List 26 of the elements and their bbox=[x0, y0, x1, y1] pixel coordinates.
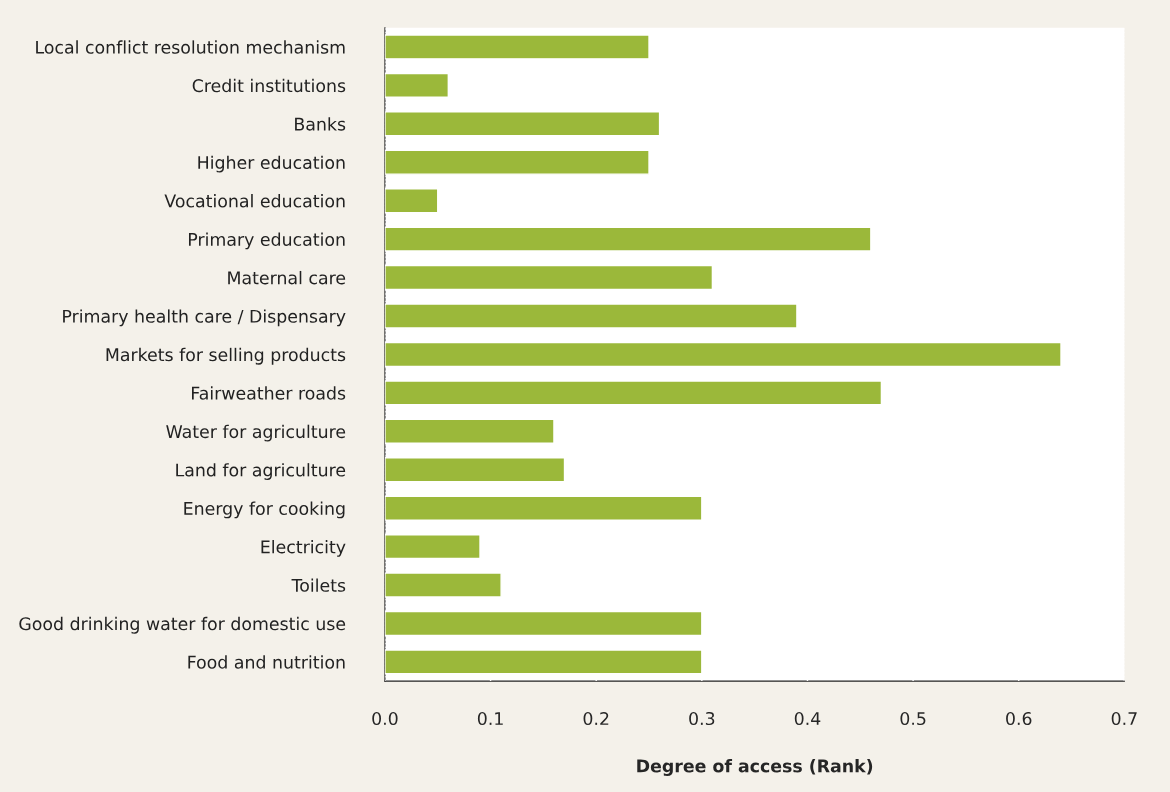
x-tick-label: 0.0 bbox=[372, 711, 398, 726]
x-tick-label: 0.4 bbox=[794, 711, 821, 726]
y-tick-label: Energy for cooking bbox=[184, 501, 345, 519]
y-tick-label: Vocational education bbox=[164, 194, 345, 208]
x-tick-label: 0.3 bbox=[689, 711, 715, 726]
y-tick-label: Land for agriculture bbox=[176, 463, 346, 480]
y-tick-label: Banks bbox=[295, 117, 346, 131]
x-axis-title: Degree of access (Rank) bbox=[637, 759, 873, 776]
y-tick-label: Primary education bbox=[188, 232, 345, 250]
y-tick-label: Food and nutrition bbox=[188, 655, 345, 669]
x-tick-label: 0.2 bbox=[583, 711, 609, 726]
x-tick-label: 0.5 bbox=[900, 711, 926, 726]
x-tick-label: 0.1 bbox=[477, 711, 503, 726]
y-tick-label: Fairweather roads bbox=[192, 386, 346, 400]
y-tick-label: Water for agriculture bbox=[166, 424, 346, 442]
y-tick-label: Primary health care / Dispensary bbox=[63, 309, 346, 327]
y-tick-label: Credit institutions bbox=[192, 78, 346, 93]
x-tick-label: 0.6 bbox=[1006, 711, 1032, 726]
y-tick-label: Maternal care bbox=[228, 270, 346, 285]
x-tick-label: 0.7 bbox=[1111, 711, 1137, 726]
y-tick-label: Markets for selling products bbox=[106, 347, 346, 365]
y-tick-label: Electricity bbox=[261, 540, 346, 557]
y-tick-label: Good drinking water for domestic use bbox=[19, 616, 346, 634]
y-tick-label: Local conflict resolution mechanism bbox=[36, 40, 345, 54]
y-tick-label: Higher education bbox=[198, 155, 345, 173]
y-tick-label: Toilets bbox=[291, 578, 346, 592]
